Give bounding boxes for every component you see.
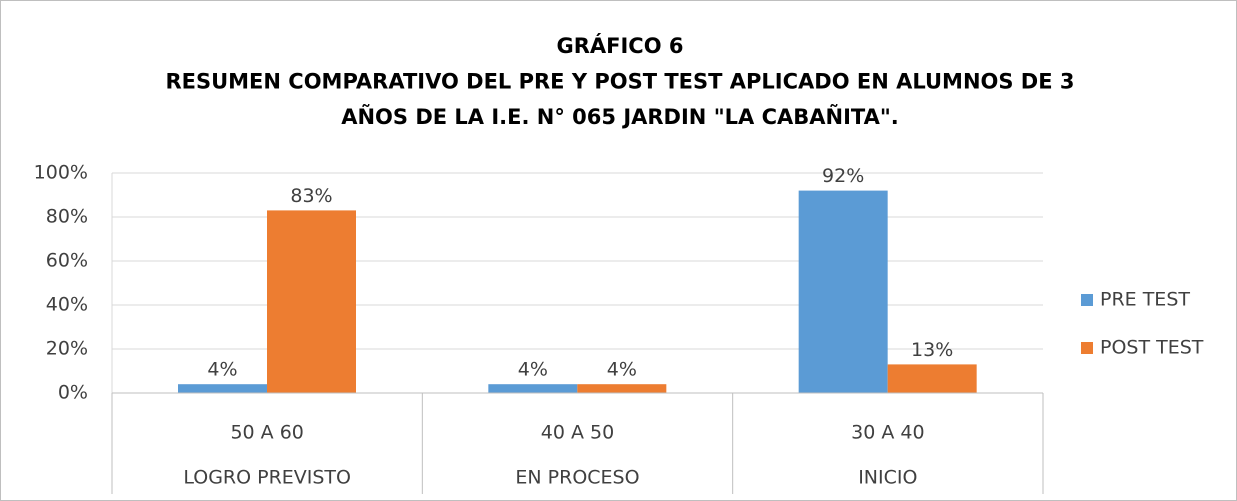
y-tick-label: 100% — [34, 162, 88, 184]
legend-swatch — [1081, 294, 1093, 306]
data-label: 4% — [607, 359, 637, 381]
y-tick-label: 0% — [58, 382, 88, 404]
bar — [267, 210, 356, 393]
y-tick-label: 20% — [46, 338, 88, 360]
legend-swatch — [1081, 342, 1093, 354]
data-label: 4% — [518, 359, 548, 381]
bar — [798, 190, 888, 393]
x-group-label: EN PROCESO — [515, 467, 639, 489]
bar — [178, 384, 267, 393]
legend-label: PRE TEST — [1100, 289, 1190, 311]
y-tick-label: 60% — [46, 250, 88, 272]
bar — [577, 384, 667, 393]
chart-title: RESUMEN COMPARATIVO DEL PRE Y POST TEST … — [165, 70, 1074, 94]
y-tick-label: 80% — [46, 206, 88, 228]
bar — [887, 364, 977, 393]
x-tick-label: 30 A 40 — [851, 422, 924, 444]
y-tick-label: 40% — [46, 294, 88, 316]
data-label: 4% — [207, 359, 237, 381]
bar — [488, 384, 578, 393]
legend-label: POST TEST — [1100, 337, 1204, 359]
chart-title: GRÁFICO 6 — [556, 33, 683, 58]
x-tick-label: 40 A 50 — [541, 422, 614, 444]
x-group-label: INICIO — [858, 467, 917, 489]
data-label: 92% — [822, 165, 864, 187]
data-label: 13% — [911, 339, 953, 361]
x-tick-label: 50 A 60 — [230, 422, 303, 444]
data-label: 83% — [290, 185, 332, 207]
chart-title: AÑOS DE LA I.E. N° 065 JARDIN "LA CABAÑI… — [341, 104, 899, 129]
x-group-label: LOGRO PREVISTO — [183, 467, 351, 489]
